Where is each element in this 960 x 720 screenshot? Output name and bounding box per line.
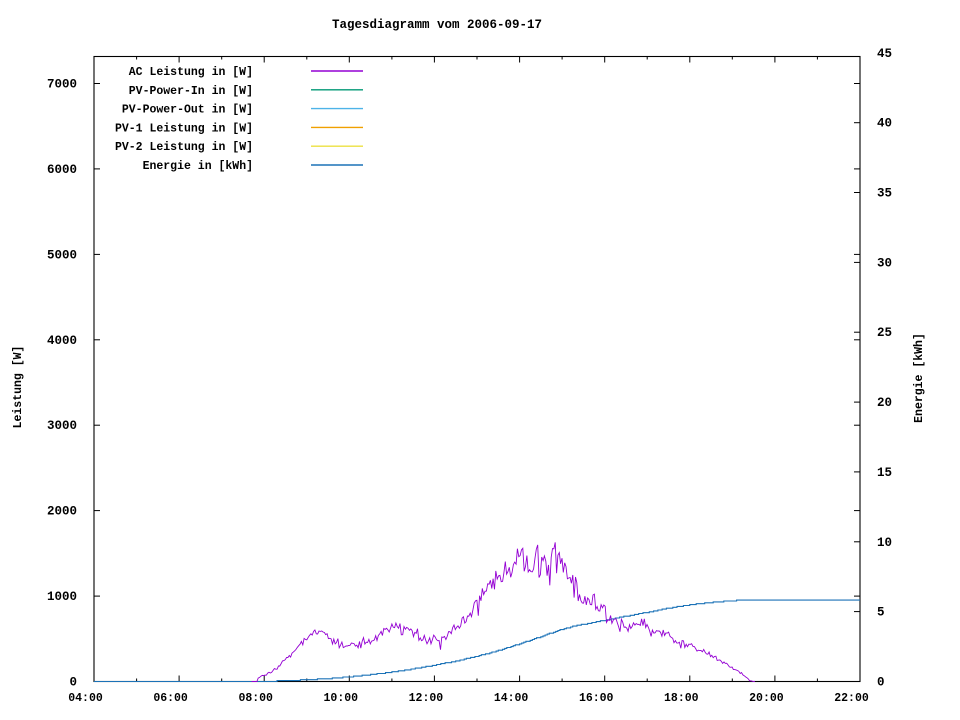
svg-text:15: 15 [877, 466, 892, 480]
svg-text:PV-2 Leistung in [W]: PV-2 Leistung in [W] [115, 141, 253, 154]
svg-text:3000: 3000 [47, 419, 77, 433]
svg-text:Energie in [kWh]: Energie in [kWh] [143, 160, 253, 173]
svg-text:Tagesdiagramm vom 2006-09-17: Tagesdiagramm vom 2006-09-17 [332, 18, 542, 32]
svg-text:10: 10 [877, 536, 892, 550]
svg-text:0: 0 [69, 676, 77, 690]
svg-text:4000: 4000 [47, 334, 77, 348]
svg-text:20: 20 [877, 396, 892, 410]
svg-text:PV-1 Leistung in [W]: PV-1 Leistung in [W] [115, 122, 253, 135]
svg-text:06:00: 06:00 [153, 692, 188, 705]
svg-text:14:00: 14:00 [494, 692, 529, 705]
svg-text:AC Leistung in [W]: AC Leistung in [W] [129, 66, 253, 79]
svg-text:45: 45 [877, 47, 892, 61]
svg-text:5: 5 [877, 606, 885, 620]
svg-text:7000: 7000 [47, 78, 77, 92]
svg-text:12:00: 12:00 [409, 692, 444, 705]
svg-text:16:00: 16:00 [579, 692, 614, 705]
svg-text:Energie [kWh]: Energie [kWh] [913, 333, 926, 423]
svg-text:20:00: 20:00 [749, 692, 784, 705]
svg-text:08:00: 08:00 [238, 692, 273, 705]
svg-text:1000: 1000 [47, 590, 77, 604]
svg-text:0: 0 [877, 676, 885, 690]
svg-text:04:00: 04:00 [68, 692, 103, 705]
svg-text:6000: 6000 [47, 163, 77, 177]
svg-text:22:00: 22:00 [834, 692, 869, 705]
svg-text:5000: 5000 [47, 248, 77, 262]
svg-text:Leistung [W]: Leistung [W] [12, 346, 25, 429]
svg-text:30: 30 [877, 256, 892, 270]
svg-text:PV-Power-Out in [W]: PV-Power-Out in [W] [122, 104, 253, 117]
svg-text:10:00: 10:00 [324, 692, 359, 705]
svg-text:18:00: 18:00 [664, 692, 699, 705]
svg-text:35: 35 [877, 187, 892, 201]
svg-text:PV-Power-In in [W]: PV-Power-In in [W] [129, 85, 253, 98]
svg-text:25: 25 [877, 326, 892, 340]
svg-text:40: 40 [877, 117, 892, 131]
svg-text:2000: 2000 [47, 505, 77, 519]
